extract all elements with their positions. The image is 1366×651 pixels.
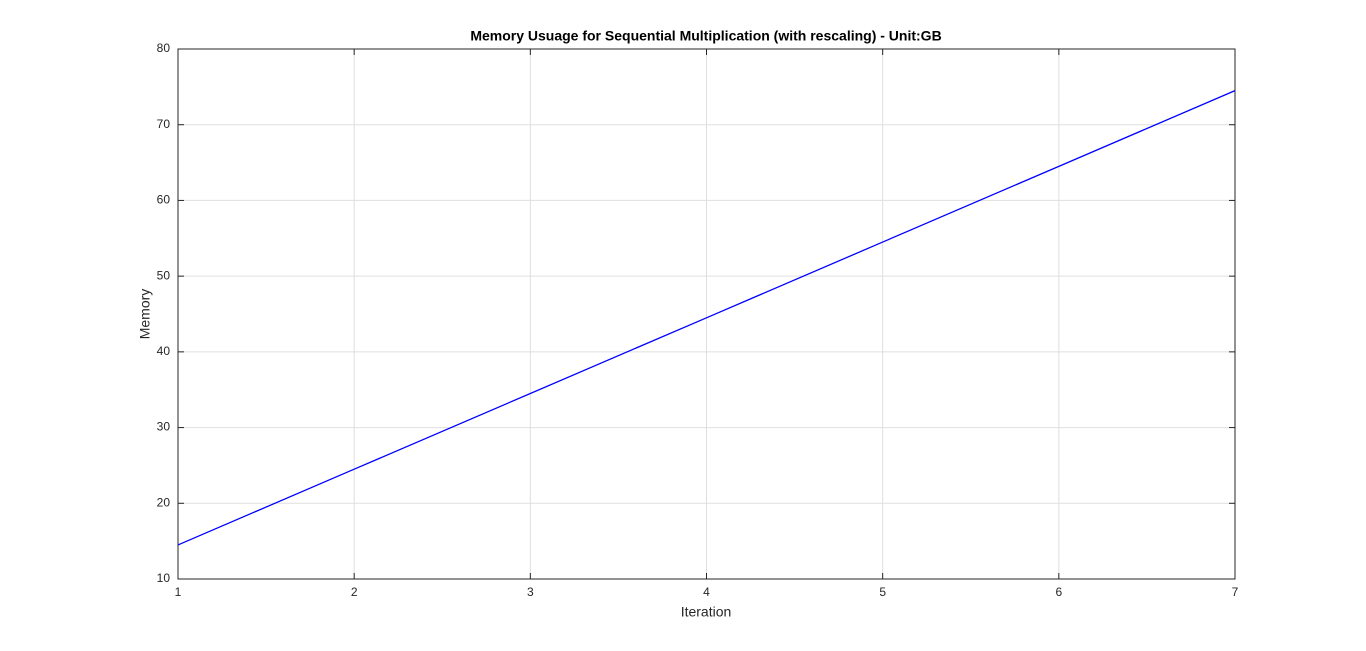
- data-line: [177, 90, 1236, 546]
- y-tick-label: 40: [157, 344, 171, 358]
- y-tick-label: 10: [157, 571, 171, 585]
- x-tick-label: 6: [1055, 585, 1062, 599]
- x-tick-label: 7: [1232, 585, 1239, 599]
- y-tick-label: 70: [157, 117, 171, 131]
- y-tick-label: 80: [157, 41, 171, 55]
- x-tick-label: 3: [527, 585, 534, 599]
- plot-frame: [177, 48, 1236, 580]
- y-tick-label: 50: [157, 268, 171, 282]
- x-axis-label: Iteration: [681, 604, 732, 620]
- y-axis-label: Memory: [137, 289, 153, 340]
- y-tick-label: 20: [157, 495, 171, 509]
- x-tick-label: 4: [703, 585, 710, 599]
- y-tick-label: 30: [157, 420, 171, 434]
- chart-title: Memory Usuage for Sequential Multiplicat…: [470, 28, 941, 44]
- x-tick-label: 5: [879, 585, 886, 599]
- y-tick-label: 60: [157, 193, 171, 207]
- x-tick-label: 2: [351, 585, 358, 599]
- x-tick-label: 1: [175, 585, 182, 599]
